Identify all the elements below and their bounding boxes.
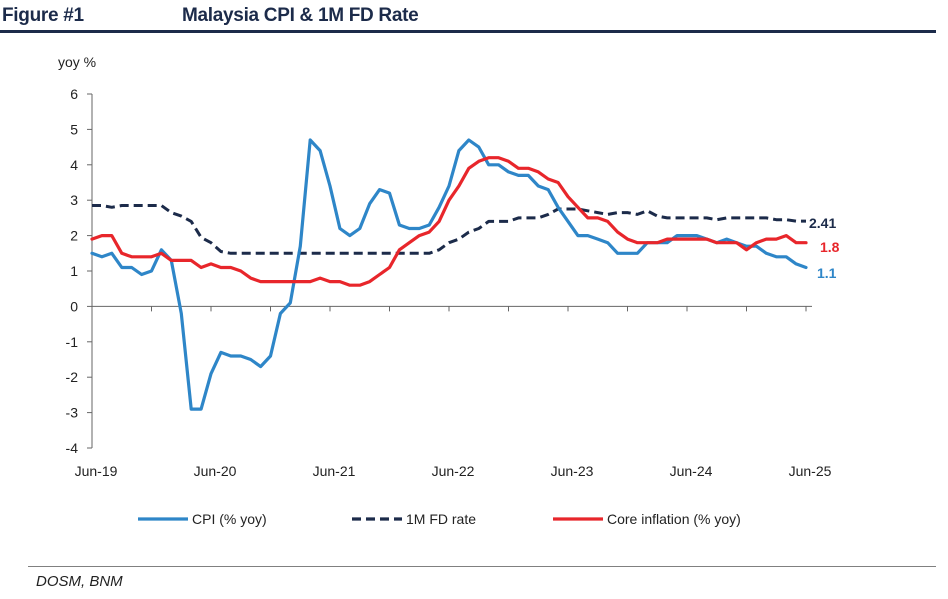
source-note: DOSM, BNM [36, 573, 123, 590]
y-tick-label: 2 [70, 228, 78, 244]
y-axis-label: yoy % [58, 54, 96, 70]
y-tick-label: 3 [70, 192, 78, 208]
series-line-1m-fd-rate [92, 204, 806, 255]
y-tick-label: 6 [70, 86, 78, 102]
series-line-core-inflation-yoy [90, 156, 808, 287]
y-tick-label: -3 [66, 405, 79, 421]
series-end-label: 2.41 [809, 215, 836, 231]
x-tick-label: Jun-25 [789, 463, 832, 479]
y-tick-label: 4 [70, 157, 78, 173]
y-tick-label: -2 [66, 369, 79, 385]
footer-rule [28, 566, 936, 567]
chart-series [90, 138, 808, 411]
y-tick-label: 5 [70, 121, 78, 137]
chart-end-labels: 2.41 1.8 1.1 [809, 215, 840, 281]
x-tick-label: Jun-21 [313, 463, 356, 479]
series-line-cpi-yoy [90, 138, 808, 411]
y-tick-label: -1 [66, 334, 79, 350]
chart-legend: CPI (% yoy) 1M FD rate Core inflation (% y… [138, 511, 741, 527]
legend-label: 1M FD rate [406, 511, 476, 527]
y-tick-label: 0 [70, 298, 78, 314]
legend-label: CPI (% yoy) [192, 511, 267, 527]
x-tick-label: Jun-23 [551, 463, 594, 479]
series-end-label: 1.8 [820, 239, 840, 255]
series-end-label: 1.1 [817, 265, 837, 281]
figure-title: Malaysia CPI & 1M FD Rate [182, 5, 419, 26]
x-tick-label: Jun-22 [432, 463, 475, 479]
header-rule [0, 30, 936, 33]
x-tick-label: Jun-20 [194, 463, 237, 479]
figure-label: Figure #1 [2, 5, 84, 26]
y-tick-label: -4 [66, 440, 79, 456]
figure-header: Figure #1 Malaysia CPI & 1M FD Rate [0, 0, 948, 36]
line-chart: yoy % -4 -3 -2 -1 0 1 2 3 4 5 6 Jun-19 Jun-20 Jun-21 Ju… [58, 54, 840, 527]
chart-axes: yoy % -4 -3 -2 -1 0 1 2 3 4 5 6 Jun-19 Jun-20 Jun-21 Ju… [58, 54, 832, 479]
y-tick-label: 1 [70, 263, 78, 279]
legend-label: Core inflation (% yoy) [607, 511, 741, 527]
x-tick-label: Jun-24 [670, 463, 713, 479]
x-tick-label: Jun-19 [75, 463, 118, 479]
